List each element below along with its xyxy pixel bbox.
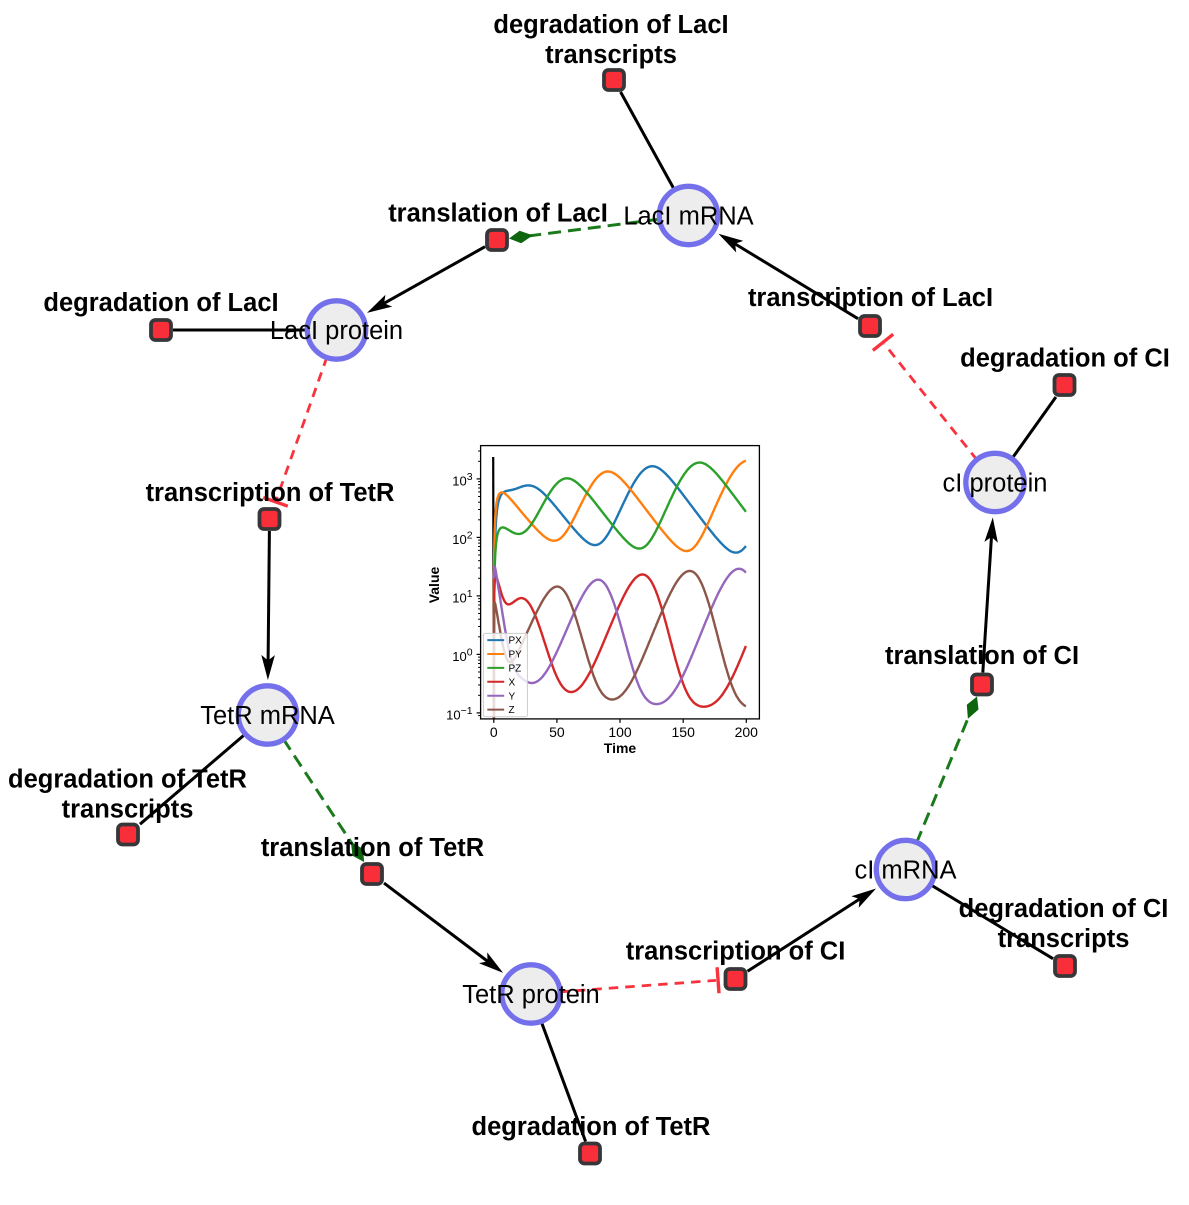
svg-text:200: 200 — [735, 724, 759, 740]
svg-text:PY: PY — [509, 650, 523, 661]
svg-text:50: 50 — [549, 724, 565, 740]
svg-text:degradation of LacI: degradation of LacI — [493, 11, 728, 39]
svg-text:LacI mRNA: LacI mRNA — [623, 203, 753, 231]
svg-text:degradation of TetR: degradation of TetR — [8, 766, 247, 794]
svg-text:Y: Y — [509, 691, 516, 702]
svg-text:transcripts: transcripts — [545, 41, 677, 69]
svg-text:translation of LacI: translation of LacI — [388, 200, 608, 228]
svg-text:100: 100 — [608, 724, 632, 740]
svg-text:Z: Z — [509, 705, 515, 716]
svg-text:Time: Time — [604, 740, 637, 756]
svg-text:Value: Value — [426, 567, 442, 604]
svg-text:LacI protein: LacI protein — [270, 317, 403, 345]
svg-text:degradation of CI: degradation of CI — [960, 345, 1170, 373]
svg-text:transcription of CI: transcription of CI — [626, 938, 846, 966]
svg-text:degradation of LacI: degradation of LacI — [43, 289, 278, 317]
svg-text:transcription of TetR: transcription of TetR — [146, 479, 395, 507]
svg-text:degradation of TetR: degradation of TetR — [472, 1113, 711, 1141]
svg-text:PX: PX — [509, 636, 523, 647]
svg-text:0: 0 — [490, 724, 498, 740]
svg-text:cI protein: cI protein — [943, 470, 1048, 498]
svg-text:cI mRNA: cI mRNA — [855, 857, 957, 885]
svg-text:transcripts: transcripts — [62, 796, 194, 824]
svg-text:PZ: PZ — [509, 664, 522, 675]
svg-text:transcription of LacI: transcription of LacI — [748, 284, 993, 312]
svg-text:transcripts: transcripts — [998, 925, 1130, 953]
svg-text:TetR mRNA: TetR mRNA — [200, 702, 335, 730]
svg-text:degradation of CI: degradation of CI — [959, 895, 1169, 923]
svg-text:X: X — [509, 677, 516, 688]
svg-text:translation of TetR: translation of TetR — [261, 834, 484, 862]
svg-text:150: 150 — [672, 724, 696, 740]
svg-text:translation of CI: translation of CI — [885, 642, 1079, 670]
svg-text:TetR protein: TetR protein — [462, 981, 600, 1009]
